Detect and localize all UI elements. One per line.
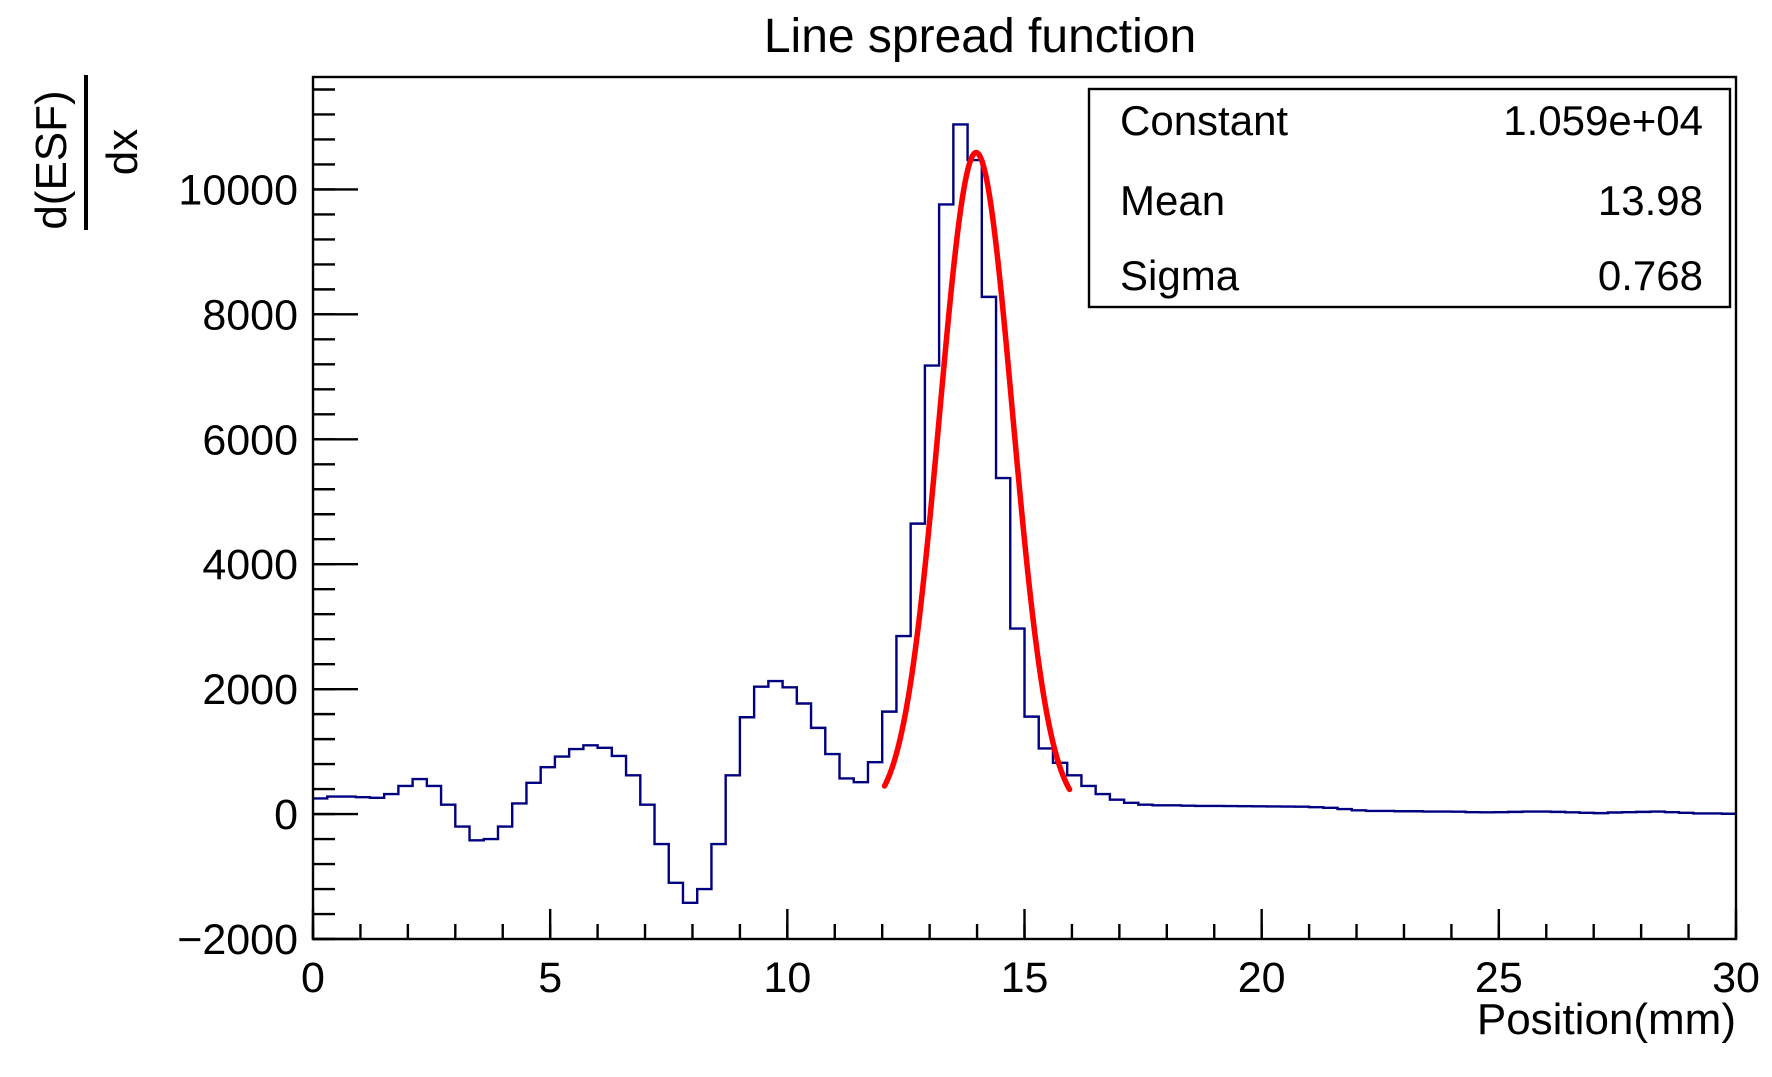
x-tick-label: 0: [301, 954, 325, 1002]
y-tick-label: −2000: [177, 916, 298, 964]
y-tick-label: 2000: [202, 666, 298, 714]
x-tick-label: 10: [763, 954, 811, 1002]
x-tick-label: 15: [1001, 954, 1049, 1002]
stat-value-sigma: 0.768: [1598, 252, 1703, 299]
stat-label-constant: Constant: [1120, 97, 1288, 144]
y-tick-label: 6000: [202, 416, 298, 464]
plot-frame: [311, 75, 1738, 941]
fit-parameters-box: Constant 1.059e+04 Mean 13.98 Sigma 0.76…: [1087, 87, 1732, 309]
y-axis-title-denominator: dx: [98, 129, 147, 175]
x-axis-title: Position(mm): [1477, 995, 1736, 1044]
stat-label-mean: Mean: [1120, 177, 1225, 224]
fit-parameters-frame: [1087, 87, 1732, 309]
chart-title: Line spread function: [764, 10, 1196, 63]
x-tick-label: 30: [1712, 954, 1760, 1002]
y-axis-title-numerator: d(ESF): [27, 90, 76, 229]
y-tick-label: 0: [274, 791, 298, 839]
stat-value-constant: 1.059e+04: [1503, 97, 1703, 144]
y-axis-title: d(ESF) dx: [27, 75, 147, 230]
x-tick-label: 5: [538, 954, 562, 1002]
y-tick-label: 10000: [178, 166, 298, 214]
y-tick-label: 8000: [202, 291, 298, 339]
histogram-series-line: [313, 123, 1736, 904]
stat-value-mean: 13.98: [1598, 177, 1703, 224]
stat-label-sigma: Sigma: [1120, 252, 1240, 299]
gaussian-fit-curve: [881, 149, 1073, 793]
x-tick-label: 20: [1238, 954, 1286, 1002]
x-tick-label: 25: [1475, 954, 1523, 1002]
y-tick-label: 4000: [202, 541, 298, 589]
